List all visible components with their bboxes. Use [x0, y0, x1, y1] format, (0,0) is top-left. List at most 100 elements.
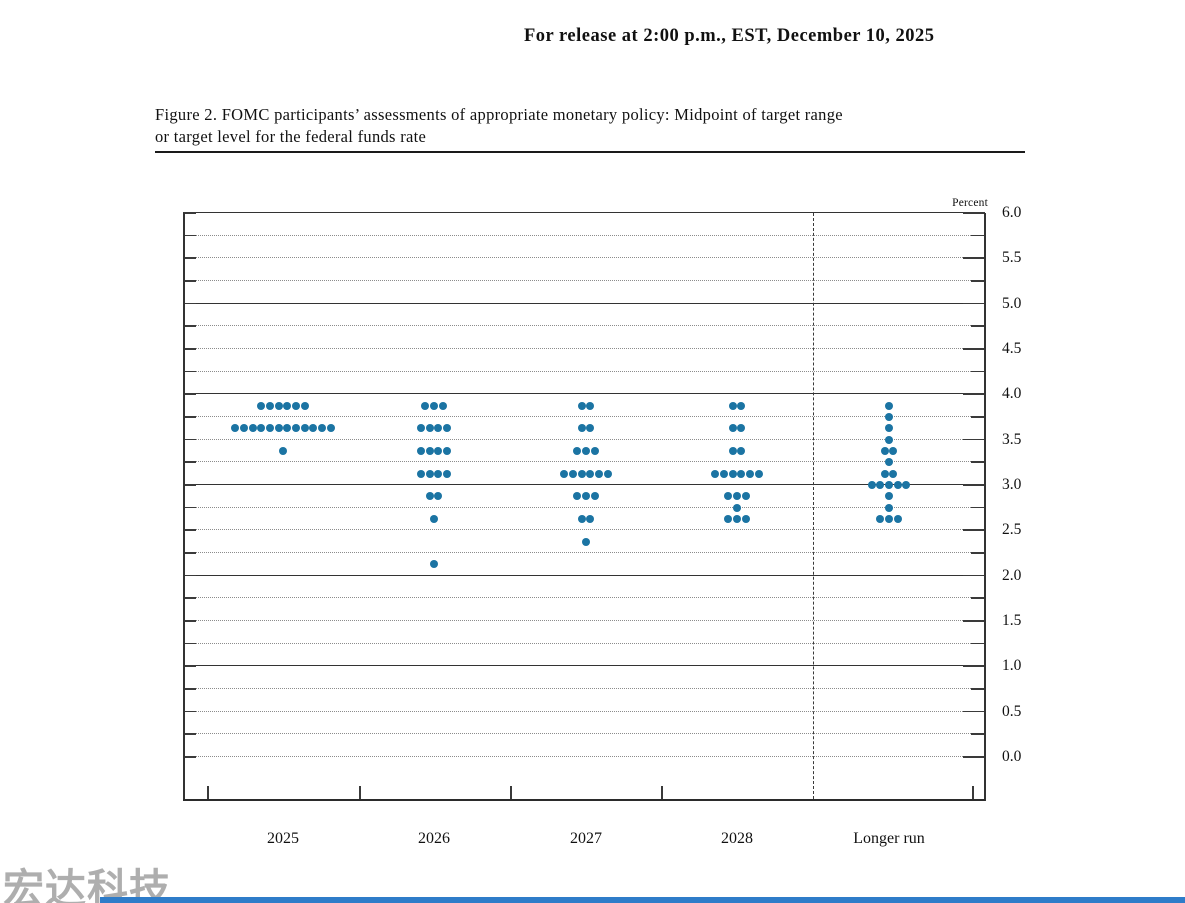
- title-rule: [155, 151, 1025, 153]
- projection-dot: [889, 447, 898, 455]
- gridline-dotted: [183, 438, 985, 440]
- gridline-dotted: [183, 529, 985, 531]
- y-axis-label: 4.5: [1002, 340, 1022, 357]
- x-axis-label-2027: 2027: [570, 830, 602, 847]
- figure-title: Figure 2. FOMC participants’ assessments…: [155, 104, 1035, 148]
- y-axis-tick-left: [183, 665, 196, 667]
- plot-border-left: [183, 213, 185, 801]
- gridline-solid: [183, 665, 985, 667]
- y-axis-label: 2.0: [1002, 566, 1022, 584]
- projection-dot: [889, 469, 898, 478]
- projection-dot: [248, 424, 257, 433]
- figure-title-line2: or target level for the federal funds ra…: [155, 127, 427, 146]
- y-axis-tick-right: [971, 461, 985, 463]
- projection-dot: [728, 469, 737, 478]
- y-axis-tick-left: [183, 280, 196, 282]
- gridline-dotted: [183, 257, 985, 259]
- y-axis-tick-right: [971, 552, 985, 554]
- bottom-blue-bar: [100, 897, 1185, 903]
- y-axis-tick-left: [183, 710, 196, 713]
- y-axis-tick-right: [971, 325, 985, 327]
- watermark-text: 宏达科技: [3, 865, 171, 903]
- projection-dot: [876, 515, 885, 523]
- gridline-solid: [183, 302, 985, 304]
- y-axis-label: 1.5: [1002, 612, 1022, 629]
- gridline-dotted: [183, 325, 985, 327]
- projection-dot: [257, 424, 266, 433]
- y-axis-tick-left: [183, 393, 196, 395]
- projection-dot: [885, 458, 893, 467]
- projection-dot: [885, 413, 893, 421]
- x-axis-tick: [359, 786, 361, 799]
- y-axis-tick-left: [183, 461, 196, 463]
- projection-dot: [724, 515, 733, 523]
- gridline-dotted: [183, 370, 985, 372]
- y-axis-tick-right: [971, 280, 985, 282]
- y-axis-tick-right: [963, 302, 985, 305]
- projection-dot: [728, 447, 737, 455]
- projection-dot: [885, 503, 893, 512]
- projection-dot: [885, 401, 893, 410]
- gridline-dotted: [183, 756, 985, 757]
- projection-dot: [737, 401, 746, 410]
- y-axis-label: 5.5: [1002, 249, 1022, 267]
- y-axis-label: 5.0: [1002, 294, 1022, 312]
- x-axis-line: [183, 799, 985, 801]
- projection-dot: [586, 424, 595, 433]
- projection-dot: [741, 492, 750, 501]
- projection-dot: [595, 469, 604, 478]
- gridline-dotted: [183, 552, 985, 553]
- y-axis-tick-left: [183, 212, 196, 214]
- projection-dot: [416, 469, 425, 478]
- projection-dot: [902, 481, 911, 489]
- projection-dot: [425, 424, 434, 433]
- projection-dot: [880, 469, 889, 478]
- y-axis-tick-left: [183, 484, 196, 486]
- y-axis-tick-right: [963, 393, 985, 395]
- longer-run-separator: [813, 213, 814, 799]
- projection-dot: [326, 424, 335, 433]
- y-axis-tick-left: [183, 302, 196, 305]
- projection-dot: [265, 401, 274, 410]
- y-axis-tick-left: [183, 756, 196, 758]
- projection-dot: [582, 492, 590, 501]
- y-axis-tick-left: [183, 438, 196, 441]
- projection-dot: [430, 560, 438, 569]
- dot-plot-chart: Percent 6.0 5.5 5.0 4.5 4.0 3.5 3.0 2.5 2.0 1.5 1.…: [183, 197, 1022, 847]
- y-axis-tick-right: [963, 620, 985, 622]
- y-axis-tick-left: [183, 348, 196, 350]
- projection-dot: [231, 424, 240, 433]
- projection-dot: [728, 401, 737, 410]
- projection-dot: [300, 424, 309, 433]
- y-axis-label: 1.0: [1002, 657, 1022, 675]
- y-axis-tick-right: [963, 484, 985, 486]
- projection-dot: [582, 537, 590, 546]
- y-axis-tick-left: [183, 257, 196, 259]
- y-axis-label: 0.5: [1002, 702, 1022, 720]
- projection-dot: [425, 492, 434, 501]
- projection-dot: [885, 481, 893, 489]
- projection-dot: [885, 492, 893, 501]
- projection-dot: [577, 515, 586, 523]
- projection-dot: [434, 492, 443, 501]
- gridline-dotted: [183, 280, 985, 281]
- x-axis-label-2028: 2028: [721, 830, 753, 847]
- y-axis-tick-right: [963, 665, 985, 667]
- projection-dot: [582, 447, 590, 455]
- y-axis-label: 3.5: [1002, 430, 1022, 448]
- projection-dot: [416, 447, 425, 455]
- y-axis-tick-left: [183, 506, 196, 509]
- projection-dot: [586, 515, 595, 523]
- projection-dot: [430, 515, 438, 523]
- x-axis-label-longer-run: Longer run: [853, 830, 925, 847]
- projection-dot: [711, 469, 720, 478]
- projection-dot: [733, 492, 741, 501]
- gridline-dotted: [183, 506, 985, 508]
- y-axis-label: 0.0: [1002, 748, 1022, 765]
- projection-dot: [573, 447, 582, 455]
- gridline-dotted: [183, 710, 985, 712]
- y-axis-tick-right: [971, 733, 985, 735]
- y-axis-unit-label: Percent: [952, 197, 988, 209]
- projection-dot: [560, 469, 569, 478]
- projection-dot: [434, 447, 443, 455]
